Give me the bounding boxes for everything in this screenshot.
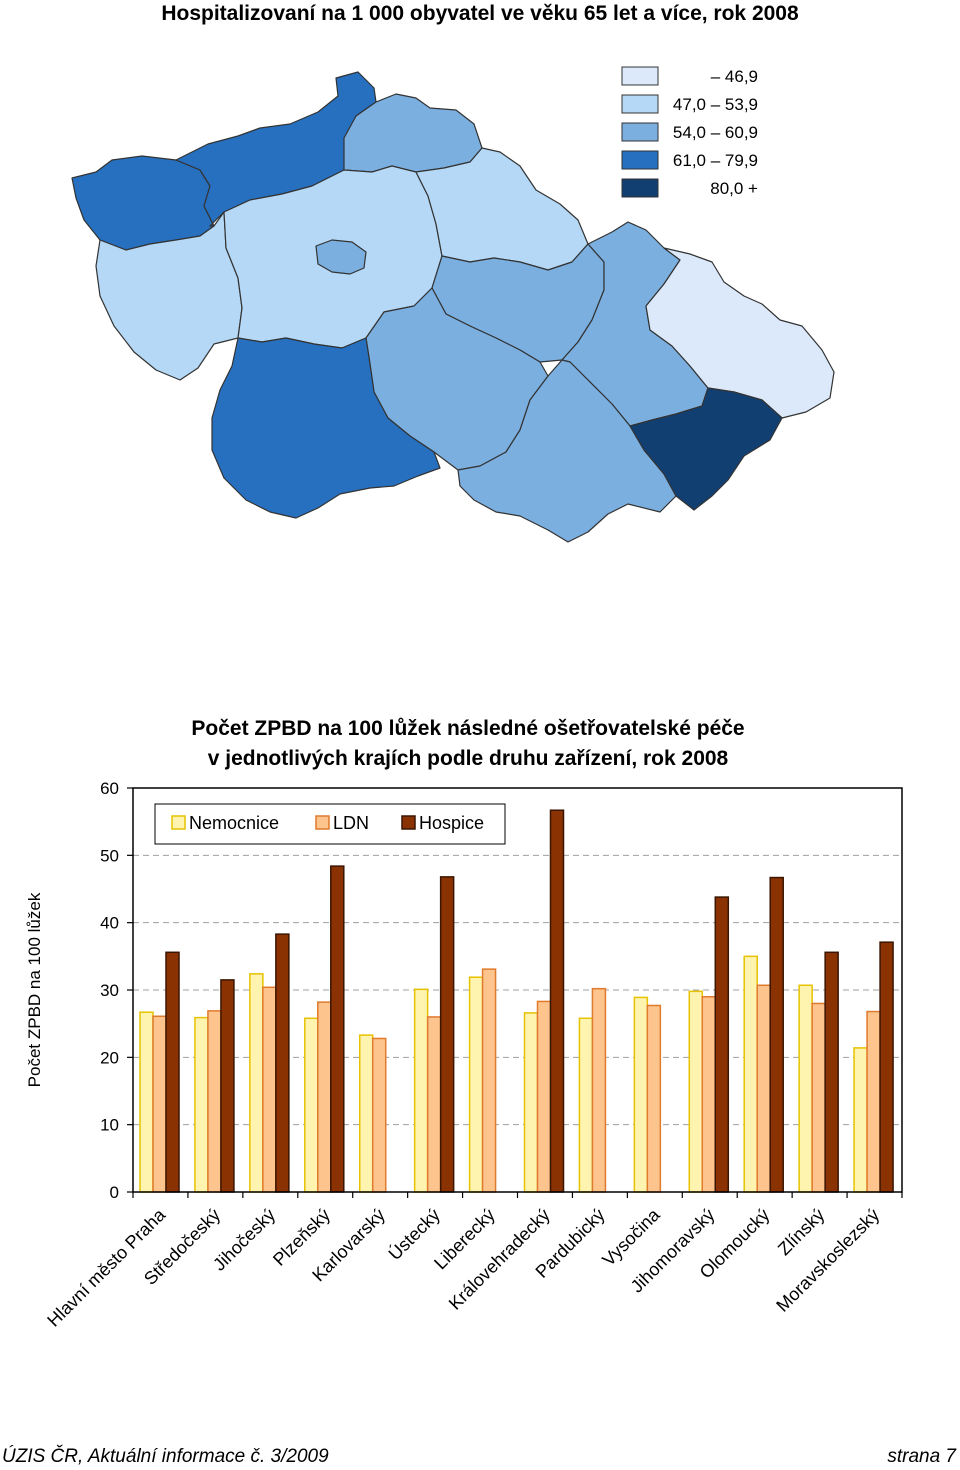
bar-nemocnice: [688, 990, 704, 1193]
bar-nemocnice: [743, 955, 758, 1193]
bar-hospice: [769, 876, 784, 1193]
czech-regions-map: – 46,9 47,0 – 53,9 54,0 – 60,9 61,0 – 79,9 8…: [71, 66, 835, 543]
bar-nemocnice: [853, 1047, 868, 1193]
y-tick-label: 20: [100, 1048, 119, 1067]
bar-nemocnice: [194, 1016, 209, 1193]
chart-gridlines: [133, 854, 902, 1126]
legend-label: LDN: [333, 813, 369, 833]
y-axis-ticks: 0 10 20 30 40 50 60: [100, 779, 133, 1202]
x-axis-labels: Hlavní město PrahaStředočeskýJihočeskýPl…: [43, 1192, 903, 1331]
legend-swatch: [171, 815, 186, 830]
y-tick-label: 40: [100, 914, 119, 933]
map-legend-label: 80,0 +: [710, 179, 758, 198]
bar-hospice: [824, 951, 839, 1193]
bar-nemocnice: [358, 1034, 374, 1193]
bar-nemocnice: [249, 973, 264, 1193]
map-legend-label: 47,0 – 53,9: [673, 95, 758, 114]
bar-hospice: [714, 896, 730, 1193]
footer-source: ÚZIS ČR, Aktuální informace č. 3/2009: [2, 1446, 329, 1467]
y-tick-label: 50: [100, 846, 119, 865]
bar-ldn: [152, 1015, 167, 1193]
y-tick-label: 60: [100, 779, 119, 798]
map-regions: [71, 71, 835, 543]
bar-hospice: [165, 951, 180, 1193]
x-category-label: Královehradecký: [445, 1205, 554, 1314]
bar-ldn: [756, 984, 771, 1193]
map-legend-swatch: [621, 94, 659, 114]
chart-title-line1: Počet ZPBD na 100 lůžek následné ošetřov…: [191, 717, 744, 740]
chart-bars: [139, 809, 894, 1193]
bar-ldn: [646, 1004, 662, 1193]
map-legend-swatch: [621, 178, 659, 198]
bar-ldn: [701, 995, 717, 1193]
legend-label: Hospice: [419, 813, 484, 833]
bar-ldn: [207, 1010, 222, 1193]
bar-hospice: [330, 865, 345, 1193]
bar-nemocnice: [139, 1011, 154, 1193]
bar-hospice: [275, 933, 290, 1193]
map-title: Hospitalizovaní na 1 000 obyvatel ve věk…: [161, 2, 799, 25]
bar-ldn: [426, 1016, 442, 1193]
bar-nemocnice: [468, 976, 484, 1193]
bar-ldn: [591, 987, 607, 1193]
bar-nemocnice: [798, 984, 813, 1193]
chart-legend: Nemocnice LDN Hospice: [154, 803, 506, 845]
legend-label: Nemocnice: [189, 813, 279, 833]
bar-nemocnice: [633, 996, 649, 1193]
region-praha: [315, 239, 367, 275]
plot-area-border: [132, 787, 903, 1193]
legend-box: [154, 803, 506, 845]
y-tick-label: 10: [100, 1116, 119, 1135]
bar-nemocnice: [578, 1017, 594, 1193]
region-jihocesky: [211, 337, 441, 519]
bar-chart: Počet ZPBD na 100 lůžek následné ošetřov…: [25, 717, 903, 1331]
bar-ldn: [371, 1037, 387, 1193]
y-axis-label: Počet ZPBD na 100 lůžek: [25, 892, 44, 1087]
x-category-label: Moravskoslezský: [772, 1205, 883, 1316]
legend-swatch: [401, 815, 416, 830]
x-category-label: Zlínský: [774, 1205, 828, 1259]
bar-hospice: [439, 876, 455, 1193]
map-legend-swatch: [621, 122, 659, 142]
region-karlovarsky: [71, 155, 215, 251]
legend-swatch: [315, 815, 330, 830]
bar-ldn: [262, 986, 277, 1193]
bar-ldn: [317, 1001, 332, 1193]
region-zlinsky: [629, 387, 783, 511]
bar-hospice: [879, 941, 894, 1193]
bar-nemocnice: [413, 988, 429, 1193]
bar-ldn: [811, 1002, 826, 1193]
map-legend-swatch: [621, 66, 659, 86]
region-moravskoslezsky: [645, 247, 835, 419]
footer-page-number: strana 7: [887, 1446, 956, 1467]
map-legend-swatch: [621, 150, 659, 170]
y-tick-label: 0: [110, 1183, 119, 1202]
bar-ldn: [866, 1010, 881, 1193]
map-legend-label: 61,0 – 79,9: [673, 151, 758, 170]
chart-title-line2: v jednotlivých krajích podle druhu zaříz…: [208, 747, 729, 770]
bar-nemocnice: [304, 1017, 319, 1193]
bar-nemocnice: [523, 1012, 539, 1193]
y-tick-label: 30: [100, 981, 119, 1000]
map-legend: – 46,9 47,0 – 53,9 54,0 – 60,9 61,0 – 79,9 8…: [621, 66, 758, 198]
bar-hospice: [220, 979, 235, 1193]
bar-hospice: [549, 809, 565, 1193]
bar-ldn: [481, 968, 497, 1193]
bar-ldn: [536, 1000, 552, 1193]
map-legend-label: – 46,9: [711, 67, 758, 86]
map-legend-label: 54,0 – 60,9: [673, 123, 758, 142]
